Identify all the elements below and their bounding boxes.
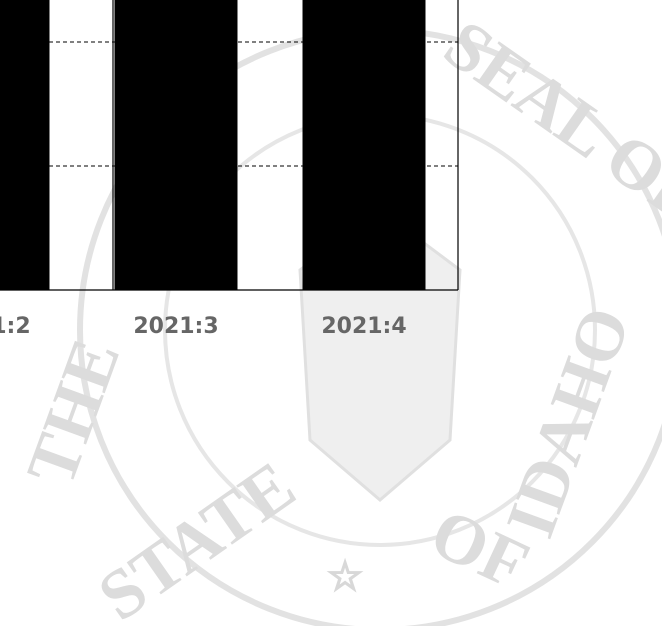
x-tick-label: 2021:3 — [133, 314, 218, 339]
bar — [0, 0, 50, 290]
seal-star: ☆ — [327, 554, 363, 600]
x-tick-label: 2021:2 — [0, 314, 31, 339]
bar — [114, 0, 238, 290]
watermark-text: SEAL OF — [431, 6, 662, 238]
bar — [302, 0, 426, 290]
seal-deco — [640, 300, 662, 340]
x-tick-label: 2021:4 — [321, 314, 406, 339]
plot — [0, 0, 458, 290]
